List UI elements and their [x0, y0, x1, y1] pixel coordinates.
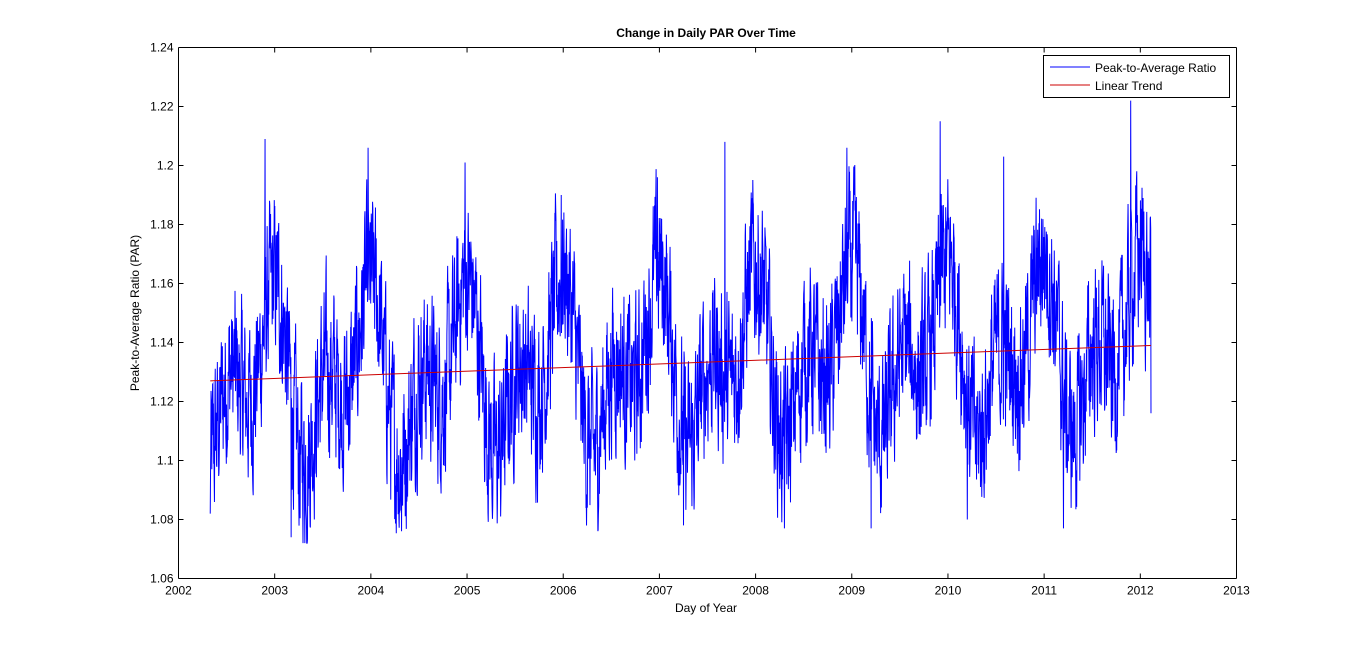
y-tick-label: 1.1: [157, 454, 174, 468]
y-axis-label: Peak-to-Average Ratio (PAR): [128, 235, 142, 391]
y-tick-label: 1.06: [150, 572, 174, 586]
y-tick-label: 1.2: [157, 159, 174, 173]
y-tick-label: 1.24: [150, 41, 174, 55]
y-tick-label: 1.16: [150, 277, 174, 291]
legend-box: [1043, 55, 1230, 98]
y-tick-label: 1.14: [150, 336, 174, 350]
y-tick-label: 1.18: [150, 218, 174, 232]
x-axis-label: Day of Year: [675, 601, 737, 615]
x-tick-label: 2006: [550, 584, 577, 598]
chart-title: Change in Daily PAR Over Time: [616, 26, 796, 40]
legend-label-trend: Linear Trend: [1095, 79, 1162, 93]
x-tick-label: 2012: [1127, 584, 1154, 598]
par-series-line: [209, 100, 1152, 544]
x-tick-label: 2007: [646, 584, 673, 598]
x-tick-label: 2003: [261, 584, 288, 598]
x-tick-label: 2002: [165, 584, 192, 598]
y-tick-label: 1.22: [150, 100, 174, 114]
par-series-path: [209, 100, 1152, 544]
x-tick-label: 2004: [358, 584, 385, 598]
axes-box: [178, 47, 1237, 579]
y-tick-label: 1.12: [150, 395, 174, 409]
trend-series-path: [210, 344, 1151, 382]
x-tick-label: 2013: [1223, 584, 1250, 598]
y-tick-label: 1.08: [150, 513, 174, 527]
x-tick-label: 2011: [1031, 584, 1057, 598]
x-axis-ticks: 2002 2003 2004 2005 2006 2007 2008 2009 2010 2011…: [165, 47, 1250, 598]
plot-area: [178, 47, 1237, 579]
x-tick-label: 2010: [935, 584, 962, 598]
y-axis-ticks: 1.06 1.08 1.1 1.12 1.14 1.16 1.18 1.2 1.22 1.24: [150, 41, 1237, 586]
legend-label-par: Peak-to-Average Ratio: [1095, 61, 1217, 75]
trend-series-line: [210, 344, 1151, 382]
x-tick-label: 2005: [454, 584, 481, 598]
legend: Peak-to-Average Ratio Linear Trend: [1043, 55, 1230, 98]
x-tick-label: 2009: [838, 584, 865, 598]
x-tick-label: 2008: [742, 584, 769, 598]
